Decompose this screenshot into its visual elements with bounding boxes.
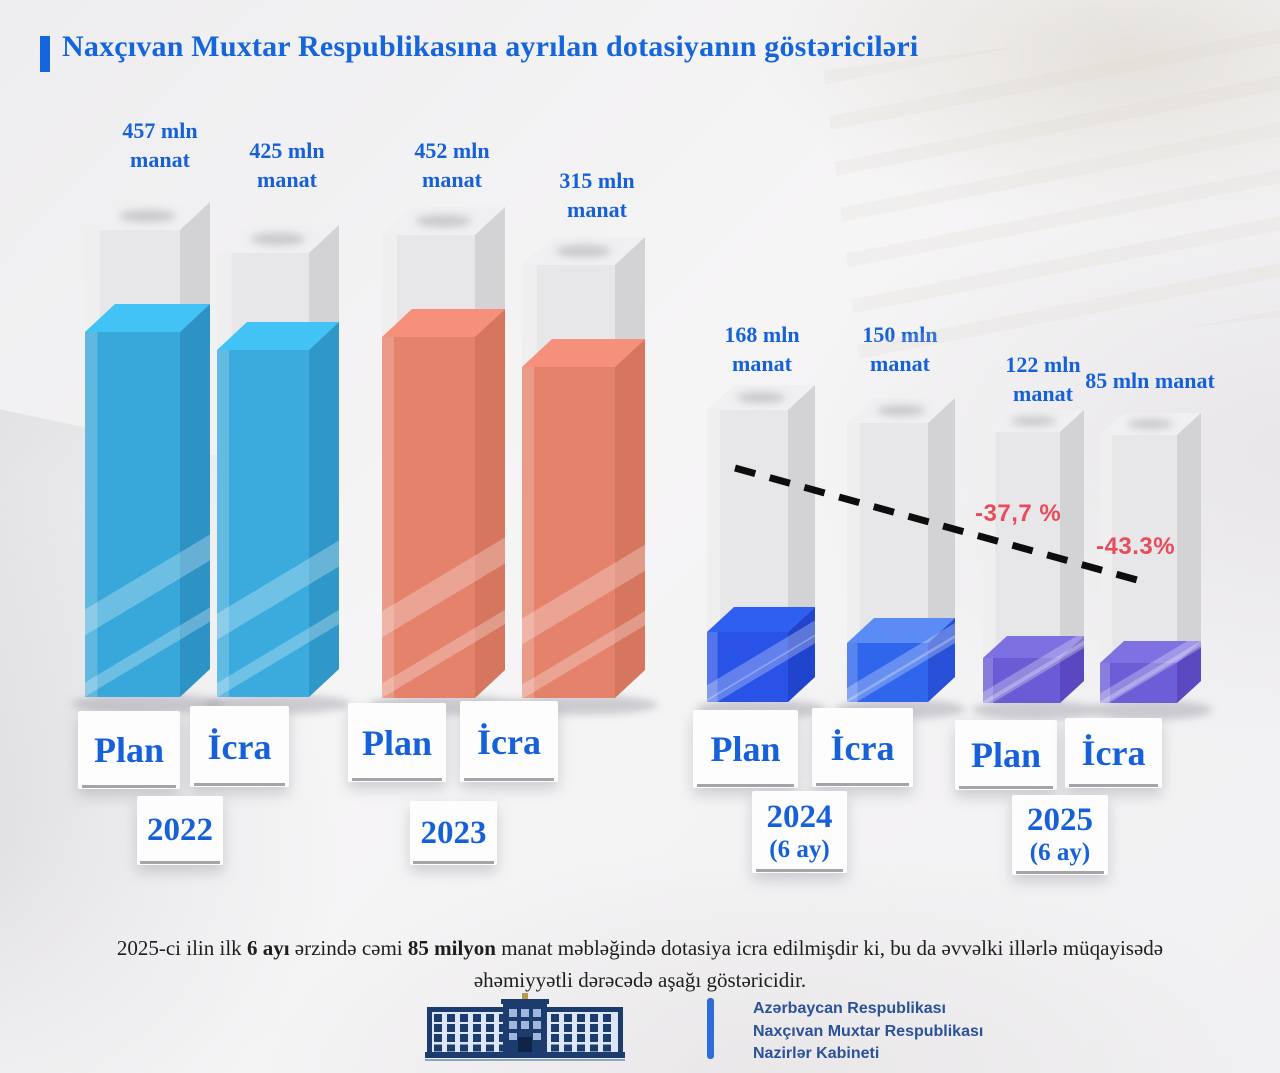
bar-2025-plan (971, 410, 1096, 720)
footnote-segment: manat məbləğində dotasiya icra edilmişdi… (473, 936, 1164, 992)
bar-2024-plan (696, 385, 826, 719)
bar-highlight-stripes (382, 537, 505, 698)
value-label-2024-plan: 168 mln manat (724, 322, 800, 377)
axis-label-2022-plan: Plan (78, 711, 180, 789)
value-label-2025-plan: 122 mln manat (1005, 352, 1081, 407)
year-label: 2024 (766, 798, 833, 835)
bar-2022-plan (71, 202, 224, 714)
value-label-2025-icra: 85 mln manat (1085, 368, 1215, 393)
footnote-bold-segment: 6 ayı (246, 936, 290, 960)
page-title: Naxçıvan Muxtar Respublikasına ayrılan d… (62, 30, 919, 63)
axis-label-2025-icra: İcra (1065, 718, 1162, 788)
axis-label-2024-plan: Plan (693, 710, 798, 788)
year-card-2024: 2024 (6 ay) (752, 791, 847, 873)
bar-highlight-stripes (85, 534, 210, 697)
axis-label-2024-icra: İcra (812, 708, 913, 787)
footnote-segment: 2025-ci ilin ilk (116, 936, 247, 960)
bar-name-label: Plan (710, 729, 781, 769)
bar-name-label: İcra (477, 721, 541, 762)
footnote-segment: ərzində cəmi (289, 936, 408, 960)
pct-change-2025: -43.3% (1096, 533, 1176, 560)
pct-change-2024: -37,7 % (975, 500, 1062, 527)
value-label-2023-icra: 315 mln manat (559, 168, 635, 223)
bar-name-label: İcra (830, 727, 895, 768)
bar-highlight-stripes (983, 636, 1084, 703)
government-building-icon (425, 993, 625, 1061)
year-card-2022: 2022 (137, 796, 223, 865)
bar-highlight-stripes (707, 620, 815, 702)
year-label: 2025 (1027, 801, 1093, 838)
bar-highlight-stripes (1100, 641, 1201, 703)
value-label-2024-icra: 150 mln manat (862, 322, 938, 377)
axis-label-2023-icra: İcra (460, 701, 558, 782)
org-line: Naxçıvan Muxtar Respublikası (753, 1022, 984, 1040)
org-line: Nazirlər Kabineti (753, 1045, 880, 1063)
axis-label-2022-icra: İcra (190, 706, 289, 787)
year-card-2025: 2025 (6 ay) (1012, 795, 1108, 875)
bar-name-label: Plan (970, 735, 1041, 775)
value-label-2022-icra: 425 mln manat (249, 138, 325, 193)
bar-name-label: Plan (93, 730, 164, 770)
title-accent-bar (40, 36, 50, 72)
bar-highlight-stripes (847, 623, 955, 702)
value-label-2023-plan: 452 mln manat (414, 138, 490, 193)
footer-divider (707, 998, 714, 1059)
value-label-2022-plan: 457 mln manat (122, 118, 198, 173)
year-label: 2022 (147, 812, 213, 849)
axis-label-2023-plan: Plan (348, 703, 446, 782)
year-label: 2023 (420, 814, 487, 851)
bar-name-label: İcra (207, 726, 272, 767)
bar-name-label: Plan (361, 722, 432, 763)
year-card-2023: 2023 (410, 801, 497, 865)
bar-2023-plan (369, 207, 518, 715)
org-name-lines: Azərbaycan Respublikası Naxçıvan Muxtar … (753, 998, 983, 1066)
bar-2025-icra (1088, 413, 1213, 720)
bar-highlight-stripes (522, 544, 645, 698)
footnote-bold-segment: 85 milyon (407, 936, 496, 960)
footnote-text: 2025-ci ilin ilk 6 ayı ərzində cəmi 85 m… (110, 933, 1170, 997)
year-sublabel: (6 ay) (769, 836, 830, 864)
org-line: Azərbaycan Respublikası (753, 1000, 946, 1017)
axis-label-2025-plan: Plan (955, 720, 1057, 790)
bar-highlight-stripes (217, 540, 339, 697)
year-sublabel: (6 ay) (1029, 839, 1091, 867)
bar-2024-icra (836, 398, 966, 719)
bar-name-label: İcra (1081, 733, 1146, 773)
bar-2023-icra (509, 237, 658, 715)
bar-2022-icra (204, 225, 352, 714)
